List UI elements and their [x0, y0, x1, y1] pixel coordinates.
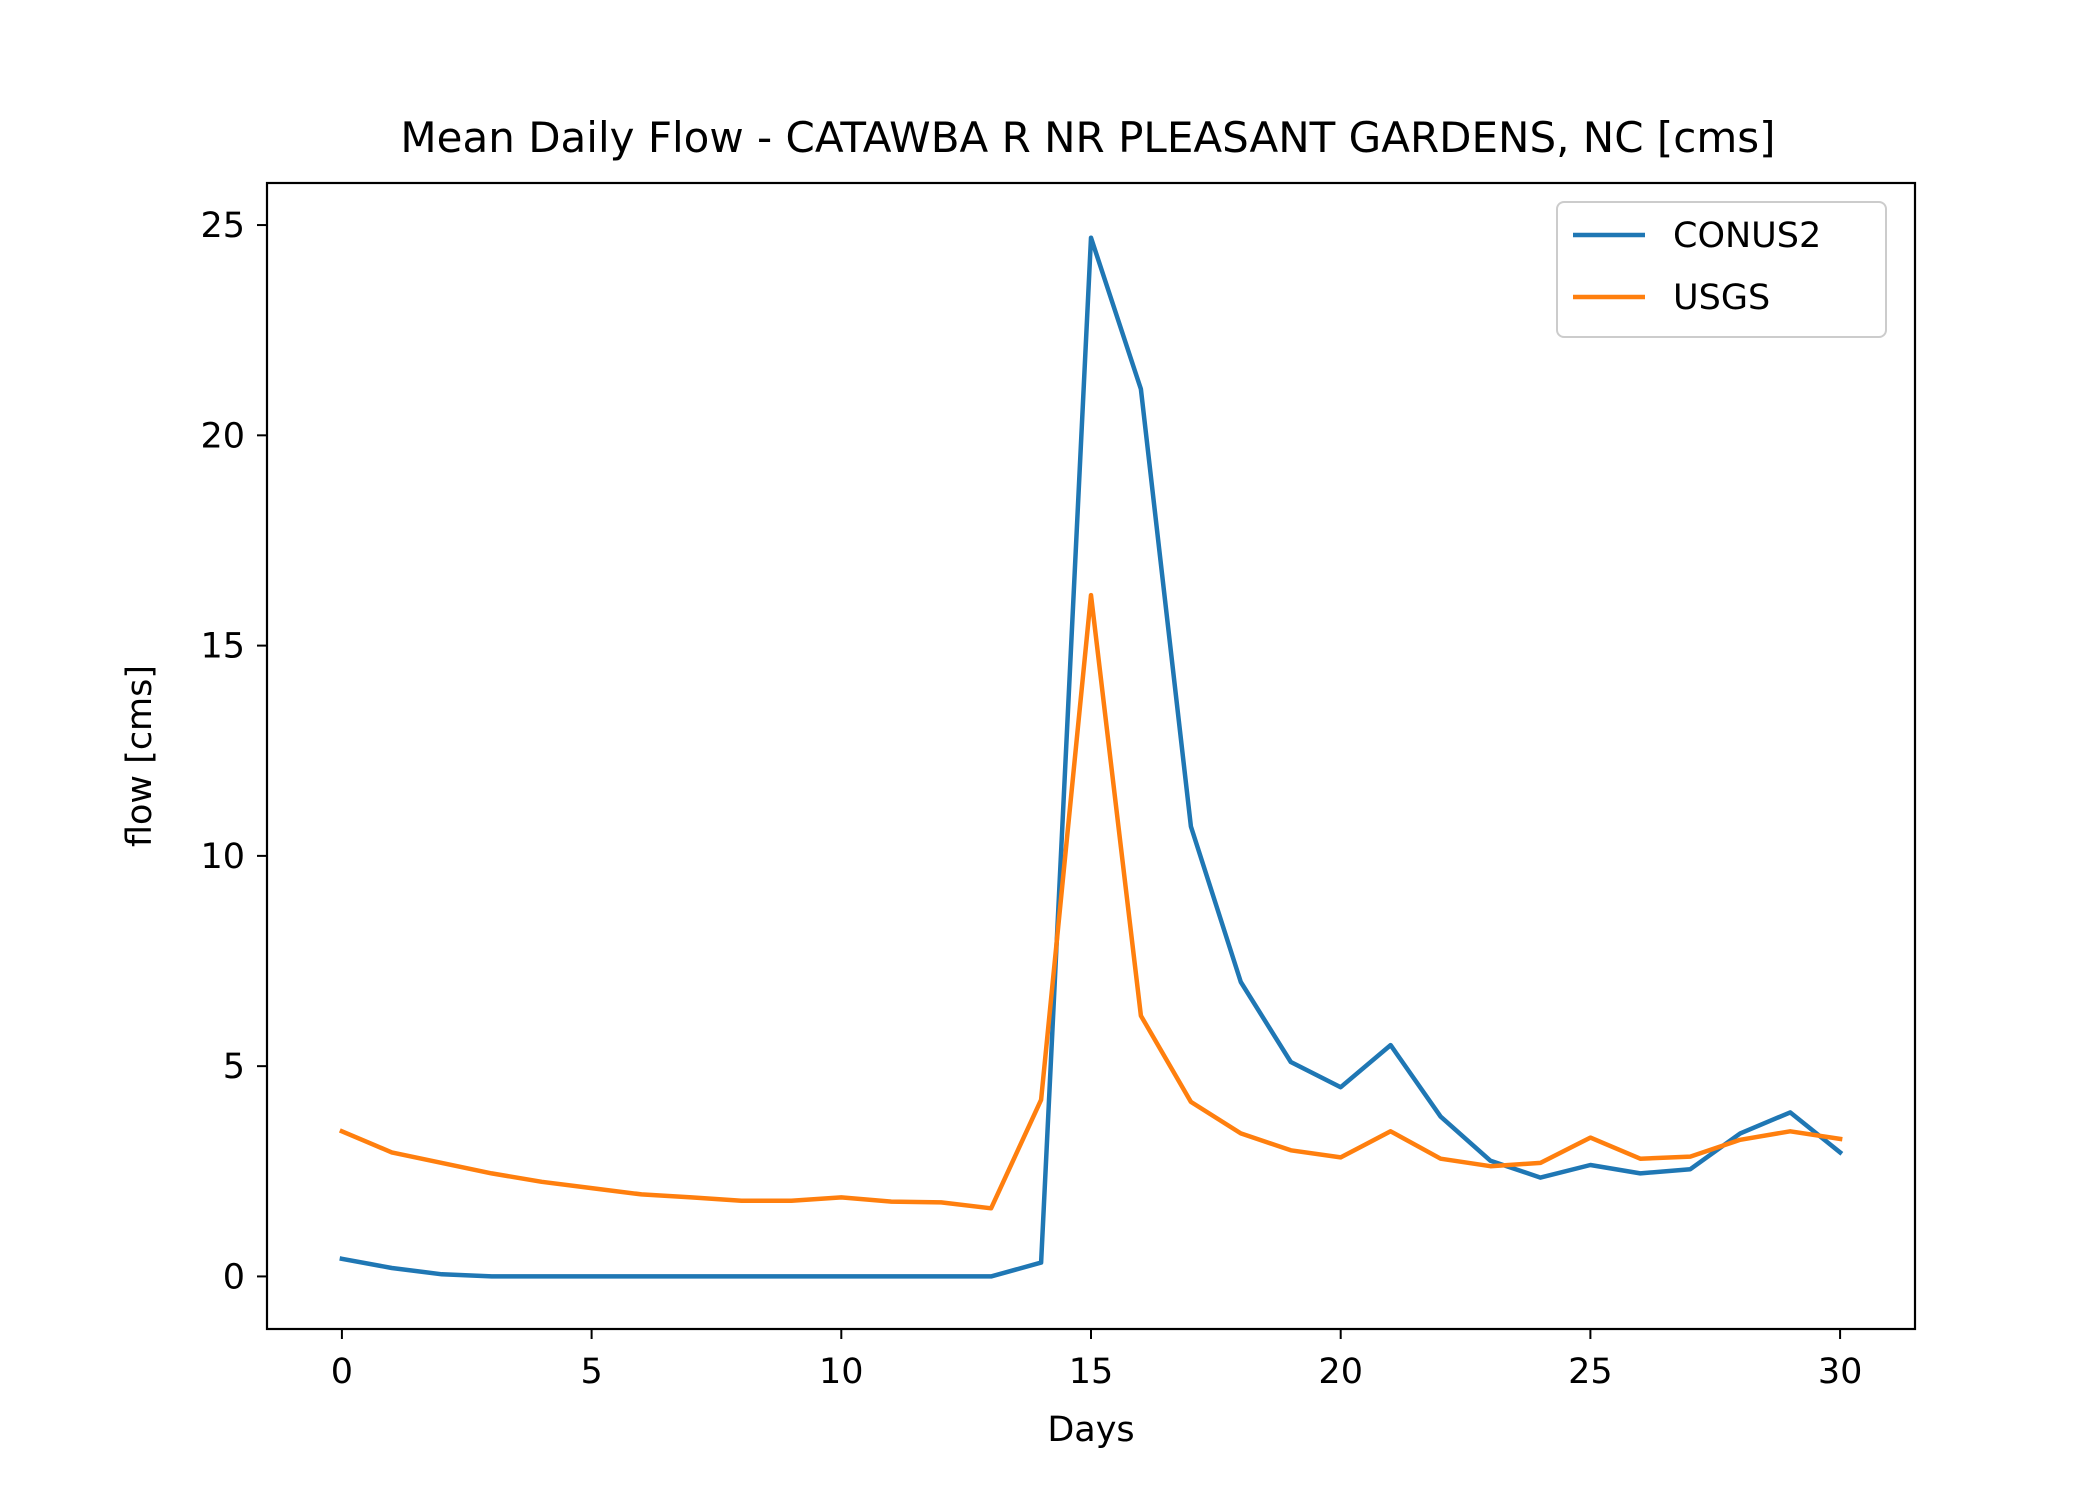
- y-axis-label: flow [cms]: [120, 665, 160, 847]
- legend-label-conus2: CONUS2: [1673, 216, 1821, 256]
- x-tick-label: 5: [580, 1352, 602, 1392]
- y-tick-label: 20: [200, 416, 245, 456]
- legend-label-usgs: USGS: [1673, 278, 1770, 318]
- x-tick-label: 20: [1318, 1352, 1363, 1392]
- plot-lines: [338, 235, 1844, 1279]
- x-axis: 0 5 10 15 20 25 30: [331, 1329, 1863, 1392]
- y-tick-label: 0: [223, 1257, 245, 1297]
- legend: CONUS2 USGS: [1556, 201, 1887, 338]
- x-tick-label: 30: [1818, 1352, 1863, 1392]
- x-tick-label: 10: [819, 1352, 864, 1392]
- x-tick-label: 25: [1568, 1352, 1613, 1392]
- series-line-conus2: [339, 235, 1844, 1279]
- y-tick-label: 10: [200, 837, 245, 877]
- x-tick-label: 15: [1069, 1352, 1114, 1392]
- chart-title: Mean Daily Flow - CATAWBA R NR PLEASANT …: [400, 113, 1775, 162]
- y-tick-label: 15: [200, 627, 245, 667]
- series-line-usgs: [338, 592, 1843, 1211]
- y-tick-label: 5: [223, 1047, 245, 1087]
- x-tick-label: 0: [331, 1352, 353, 1392]
- y-axis: 0 5 10 15 20 25: [200, 206, 267, 1297]
- y-tick-label: 25: [200, 206, 245, 246]
- x-axis-label: Days: [1047, 1410, 1134, 1450]
